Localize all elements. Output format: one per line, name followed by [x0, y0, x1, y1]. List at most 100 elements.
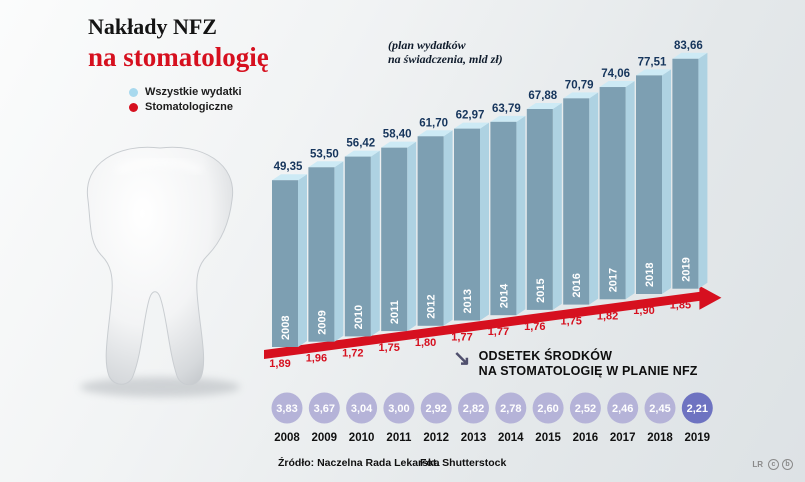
bar-year-label: 2010	[353, 305, 365, 329]
dental-value-label: 1,75	[378, 342, 399, 354]
bar-2014: 2014 63,79 1,77	[488, 103, 526, 338]
percent-bubble-2018: 2,45 2018	[644, 392, 676, 444]
title-block: Nakłady NFZ na stomatologię	[88, 14, 269, 73]
percent-value-label: 2,45	[649, 403, 670, 415]
legend-label-dental: Stomatologiczne	[145, 101, 234, 113]
bar-2018: 2018 77,51 1,90	[633, 56, 671, 317]
percent-value-label: 2,78	[500, 403, 521, 415]
dental-value-label: 1,77	[488, 326, 509, 338]
percent-value-label: 2,52	[575, 403, 596, 415]
percent-bubble-2012: 2,92 2012	[420, 392, 452, 444]
tooth-shadow	[80, 377, 240, 397]
percent-year-label: 2016	[573, 432, 599, 444]
dental-trend-arrowhead	[699, 285, 722, 310]
percent-value-label: 3,67	[314, 403, 335, 415]
percent-year-label: 2018	[647, 432, 673, 444]
percent-value-label: 2,82	[463, 403, 484, 415]
percent-value-label: 3,04	[351, 403, 373, 415]
dental-value-label: 1,85	[670, 300, 691, 312]
dental-value-label: 1,82	[597, 310, 618, 322]
dental-value-label: 1,77	[451, 332, 472, 344]
dental-value-label: 1,89	[269, 358, 290, 370]
dental-value-label: 1,90	[633, 305, 654, 317]
bar-2012: 2012 61,70 1,80	[415, 117, 453, 349]
bar-value-label: 83,66	[674, 40, 703, 52]
bar-year-label: 2017	[608, 268, 620, 292]
bar-year-label: 2018	[644, 263, 656, 287]
bar-2016: 2016 70,79 1,75	[560, 79, 599, 328]
chart-note: (plan wydatków na świadczenia, mld zł)	[388, 38, 503, 66]
percent-year-label: 2014	[498, 432, 524, 444]
percent-bubble-2011: 3,00 2011	[383, 392, 415, 444]
tooth-illustration	[80, 146, 240, 397]
tooth-shape	[86, 146, 234, 386]
tooth-highlight	[115, 158, 203, 175]
bar-chart: 200849,351,89200953,501,96201056,421,722…	[264, 40, 722, 444]
percent-value-label: 3,83	[276, 403, 297, 415]
dental-value-label: 1,80	[415, 337, 436, 349]
percent-value-label: 2,92	[425, 403, 446, 415]
bar-value-label: 63,79	[492, 103, 521, 115]
percent-bubble-2008: 3,83 2008	[271, 392, 303, 444]
percent-bubble-2010: 3,04 2010	[346, 392, 378, 444]
percent-value-label: 2,46	[612, 403, 633, 415]
percent-bubble-2014: 2,78 2014	[495, 392, 527, 444]
percent-title-line2: NA STOMATOLOGIĘ W PLANIE NFZ	[478, 364, 698, 378]
arrow-down-right-icon: ↘	[453, 347, 471, 370]
bar-2013: 2013 62,97 1,77	[451, 110, 489, 344]
dental-value-label: 1,75	[560, 316, 581, 328]
percent-year-label: 2012	[423, 432, 449, 444]
percent-value-label: 3,00	[388, 403, 409, 415]
percent-value-label: 2,21	[687, 403, 708, 415]
lr-logo: LR	[752, 460, 763, 469]
legend-dot-dental	[129, 102, 138, 112]
bar-2010: 2010 56,42 1,72	[342, 138, 380, 359]
page-title-line2: na stomatologię	[88, 42, 269, 72]
chart-note-line2: na świadczenia, mld zł)	[388, 52, 503, 66]
bar-2015: 2015 67,88 1,76	[524, 90, 562, 333]
cc-attribution-icon: b	[782, 459, 793, 470]
bar-value-label: 70,79	[565, 79, 594, 91]
percent-section-header: ↘ ODSETEK ŚRODKÓW NA STOMATOLOGIĘ W PLAN…	[453, 347, 698, 379]
bar-year-label: 2012	[426, 294, 438, 318]
chart-note-line1: (plan wydatków	[388, 38, 466, 52]
legend-dot-all	[129, 87, 138, 97]
legend-item-dental: Stomatologiczne	[129, 101, 242, 113]
bar-2019: 2019 83,66 1,85	[670, 40, 708, 312]
bar-year-label: 2013	[462, 289, 474, 313]
bar-year-label: 2009	[316, 310, 328, 334]
bar-value-label: 67,88	[528, 90, 557, 102]
percent-year-label: 2011	[386, 432, 412, 444]
bar-2009: 2009 53,50 1,96	[306, 148, 344, 365]
bar-value-label: 49,35	[274, 161, 303, 173]
percent-year-label: 2019	[685, 432, 711, 444]
dental-value-label: 1,96	[306, 353, 327, 365]
legend-item-all: Wszystkie wydatki	[129, 86, 242, 98]
bar-year-label: 2008	[280, 316, 292, 340]
percent-section-title: ODSETEK ŚRODKÓW NA STOMATOLOGIĘ W PLANIE…	[479, 349, 698, 379]
bar-value-label: 56,42	[346, 138, 375, 150]
bar-value-label: 61,70	[419, 117, 448, 129]
percent-year-label: 2017	[610, 432, 636, 444]
source-credit: Źródło: Naczelna Rada Lekarska	[278, 457, 440, 469]
bar-value-label: 53,50	[310, 148, 339, 160]
percent-bubble-2013: 2,82 2013	[458, 392, 489, 444]
legend-label-all: Wszystkie wydatki	[145, 86, 242, 98]
bar-value-label: 74,06	[601, 68, 630, 80]
bar-year-label: 2016	[571, 273, 583, 297]
license-credits: LR c b	[752, 459, 793, 470]
percent-year-label: 2015	[535, 432, 561, 444]
bar-value-label: 62,97	[456, 110, 485, 122]
percent-year-label: 2009	[312, 432, 338, 444]
bar-year-label: 2011	[389, 300, 401, 324]
percent-year-label: 2008	[274, 432, 300, 444]
bar-year-label: 2015	[535, 278, 547, 302]
bar-2008: 2008 49,35 1,89	[269, 161, 307, 370]
percent-title-line1: ODSETEK ŚRODKÓW	[478, 349, 613, 363]
legend: Wszystkie wydatki Stomatologiczne	[129, 86, 242, 116]
percent-year-label: 2010	[349, 432, 375, 444]
dental-value-label: 1,72	[342, 347, 363, 359]
percent-bubble-2015: 2,60 2015	[532, 392, 564, 444]
cc-license-icon: c	[768, 459, 779, 470]
